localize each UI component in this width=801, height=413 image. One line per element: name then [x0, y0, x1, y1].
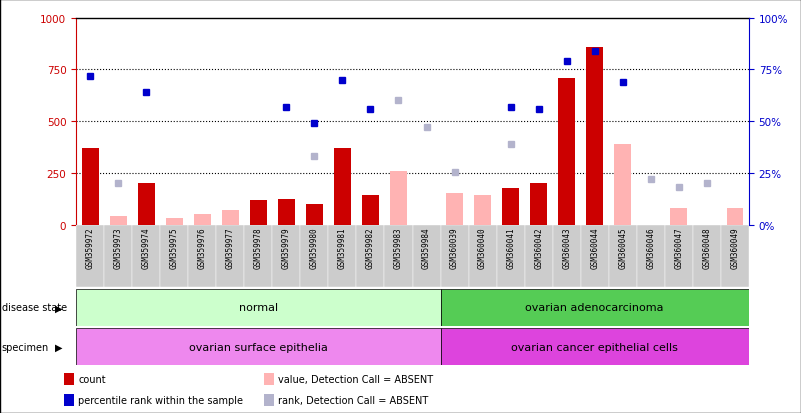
Bar: [278, 199, 295, 225]
Bar: [328, 225, 356, 287]
Bar: [64, 394, 74, 406]
Bar: [614, 145, 631, 225]
Bar: [553, 225, 581, 287]
Bar: [306, 206, 323, 225]
Bar: [188, 225, 216, 287]
Bar: [300, 225, 328, 287]
Bar: [264, 394, 274, 406]
Bar: [721, 225, 749, 287]
Text: GSM360040: GSM360040: [478, 227, 487, 268]
Text: GSM360041: GSM360041: [506, 227, 515, 268]
Bar: [250, 211, 267, 225]
Bar: [525, 225, 553, 287]
Text: GSM359974: GSM359974: [142, 227, 151, 268]
Bar: [166, 219, 183, 225]
Text: ovarian cancer epithelial cells: ovarian cancer epithelial cells: [511, 342, 678, 352]
Bar: [82, 149, 99, 225]
Bar: [441, 328, 749, 366]
Bar: [194, 215, 211, 225]
Text: GSM359982: GSM359982: [366, 227, 375, 268]
Text: GSM359978: GSM359978: [254, 227, 263, 268]
Bar: [132, 225, 160, 287]
Text: GSM360045: GSM360045: [618, 227, 627, 268]
Text: GSM359972: GSM359972: [86, 227, 95, 268]
Text: value, Detection Call = ABSENT: value, Detection Call = ABSENT: [279, 374, 433, 384]
Bar: [160, 225, 188, 287]
Bar: [110, 217, 127, 225]
Bar: [558, 78, 575, 225]
Text: specimen: specimen: [2, 342, 49, 352]
Bar: [665, 225, 693, 287]
Text: GSM359977: GSM359977: [226, 227, 235, 268]
Bar: [390, 171, 407, 225]
Bar: [272, 225, 300, 287]
Text: percentile rank within the sample: percentile rank within the sample: [78, 395, 243, 405]
Text: GSM360046: GSM360046: [646, 227, 655, 268]
Text: ▶: ▶: [55, 342, 62, 352]
Bar: [727, 209, 743, 225]
Bar: [609, 225, 637, 287]
Text: GSM360042: GSM360042: [534, 227, 543, 268]
Bar: [76, 225, 104, 287]
Bar: [502, 189, 519, 225]
Text: GSM359973: GSM359973: [114, 227, 123, 268]
Bar: [446, 193, 463, 225]
Bar: [334, 149, 351, 225]
Bar: [637, 225, 665, 287]
Bar: [222, 211, 239, 225]
Bar: [306, 204, 323, 225]
Bar: [250, 200, 267, 225]
Text: count: count: [78, 374, 106, 384]
Bar: [581, 225, 609, 287]
Bar: [216, 225, 244, 287]
Text: GSM360043: GSM360043: [562, 227, 571, 268]
Bar: [530, 184, 547, 225]
Text: rank, Detection Call = ABSENT: rank, Detection Call = ABSENT: [279, 395, 429, 405]
Bar: [104, 225, 132, 287]
Text: GSM360049: GSM360049: [731, 227, 739, 268]
Bar: [264, 373, 274, 385]
Bar: [441, 225, 469, 287]
Text: GSM359980: GSM359980: [310, 227, 319, 268]
Text: GSM359983: GSM359983: [394, 227, 403, 268]
Text: GSM359981: GSM359981: [338, 227, 347, 268]
Bar: [64, 373, 74, 385]
Text: GSM359984: GSM359984: [422, 227, 431, 268]
Bar: [76, 289, 441, 326]
Bar: [469, 225, 497, 287]
Bar: [693, 225, 721, 287]
Bar: [356, 225, 384, 287]
Text: GSM360039: GSM360039: [450, 227, 459, 268]
Bar: [502, 195, 519, 225]
Text: ovarian surface epithelia: ovarian surface epithelia: [189, 342, 328, 352]
Text: normal: normal: [239, 303, 278, 313]
Text: GSM360048: GSM360048: [702, 227, 711, 268]
Bar: [138, 184, 155, 225]
Text: GSM359976: GSM359976: [198, 227, 207, 268]
Bar: [586, 47, 603, 225]
Text: GSM360044: GSM360044: [590, 227, 599, 268]
Text: ovarian adenocarcinoma: ovarian adenocarcinoma: [525, 303, 664, 313]
Text: GSM359979: GSM359979: [282, 227, 291, 268]
Text: GSM359975: GSM359975: [170, 227, 179, 268]
Bar: [362, 195, 379, 225]
Text: ▶: ▶: [55, 303, 62, 313]
Bar: [497, 225, 525, 287]
Bar: [76, 328, 441, 366]
Bar: [670, 209, 687, 225]
Bar: [244, 225, 272, 287]
Text: disease state: disease state: [2, 303, 66, 313]
Bar: [413, 225, 441, 287]
Bar: [384, 225, 413, 287]
Text: GSM360047: GSM360047: [674, 227, 683, 268]
Bar: [474, 195, 491, 225]
Bar: [441, 289, 749, 326]
